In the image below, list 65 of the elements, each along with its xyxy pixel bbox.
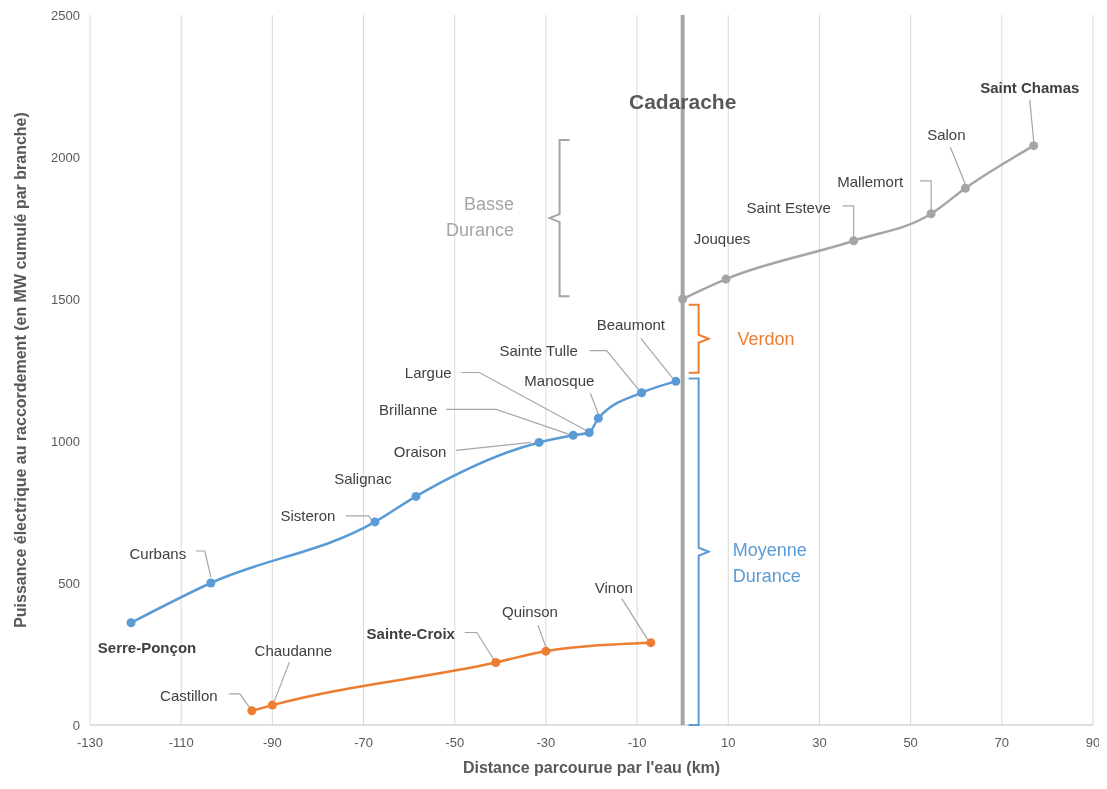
y-tick-label: 2000: [51, 149, 80, 165]
annotation: Mallemort: [837, 173, 904, 191]
point: [411, 491, 421, 501]
annotation: Curbans: [129, 545, 187, 563]
x-tick-label: -70: [354, 735, 373, 750]
x-tick-label: 70: [994, 735, 1010, 750]
x-tick-label: -130: [76, 735, 104, 750]
annotation: Salignac: [334, 469, 393, 487]
annotation: Chaudanne: [254, 642, 333, 660]
y-tick-label: 2500: [51, 7, 80, 23]
annotation: Oraison: [393, 442, 447, 460]
point: [849, 236, 859, 246]
point: [491, 658, 501, 668]
x-tick-label: 10: [721, 735, 736, 750]
point: [593, 413, 603, 423]
x-tick-label: -90: [262, 735, 282, 750]
annotation: Vinon: [594, 578, 633, 596]
annotation: Moyenne Durance: [732, 540, 807, 587]
point: [646, 638, 656, 648]
point: [126, 618, 136, 628]
annotation: Largue: [404, 363, 452, 381]
annotation: Sainte-Croix: [366, 624, 456, 642]
y-tick-label: 1000: [51, 433, 80, 449]
y-tick-label: 500: [58, 575, 80, 591]
point: [1029, 141, 1039, 151]
annotation: Salon: [927, 126, 966, 144]
x-tick-label: -50: [445, 735, 465, 750]
x-tick-label: -30: [536, 735, 556, 750]
annotation: Castillon: [160, 687, 218, 705]
point: [370, 517, 380, 527]
annotation: Beaumont: [596, 315, 666, 333]
y-tick-label: 0: [72, 717, 80, 733]
annotation: Serre-Ponçon: [97, 639, 197, 657]
point: [584, 427, 594, 437]
point: [960, 183, 970, 193]
annotation: Sisteron: [280, 507, 336, 525]
y-axis-title: Puissance électrique au raccordement (en MW cumulé par branche): [12, 112, 29, 628]
point: [247, 706, 257, 716]
annotation: Manosque: [524, 371, 595, 389]
point: [206, 578, 216, 588]
ref-line-label: Cadarache: [628, 89, 737, 113]
annotation: Saint Chamas: [980, 78, 1080, 96]
point: [721, 274, 731, 284]
x-tick-label: -10: [627, 735, 647, 750]
annotation: Basse Durance: [445, 193, 514, 240]
annotation: Saint Esteve: [746, 199, 831, 217]
annotation: Brillanne: [379, 400, 438, 418]
point: [534, 437, 544, 447]
annotation: Quinson: [501, 603, 558, 621]
y-tick-label: 1500: [51, 291, 80, 307]
point: [267, 700, 277, 710]
point: [637, 388, 647, 398]
x-tick-label: 30: [812, 735, 827, 750]
point: [926, 209, 936, 219]
point: [541, 646, 551, 656]
point: [671, 376, 681, 386]
point: [568, 430, 578, 440]
annotation: Verdon: [737, 329, 795, 350]
point: [678, 294, 688, 304]
x-tick-label: 50: [903, 735, 918, 750]
annotation: Sainte Tulle: [499, 341, 578, 359]
x-tick-label: 90: [1085, 735, 1101, 750]
x-tick-label: -110: [168, 735, 194, 750]
annotation: Jouques: [693, 230, 751, 248]
x-axis-title: Distance parcourue par l'eau (km): [462, 759, 721, 776]
